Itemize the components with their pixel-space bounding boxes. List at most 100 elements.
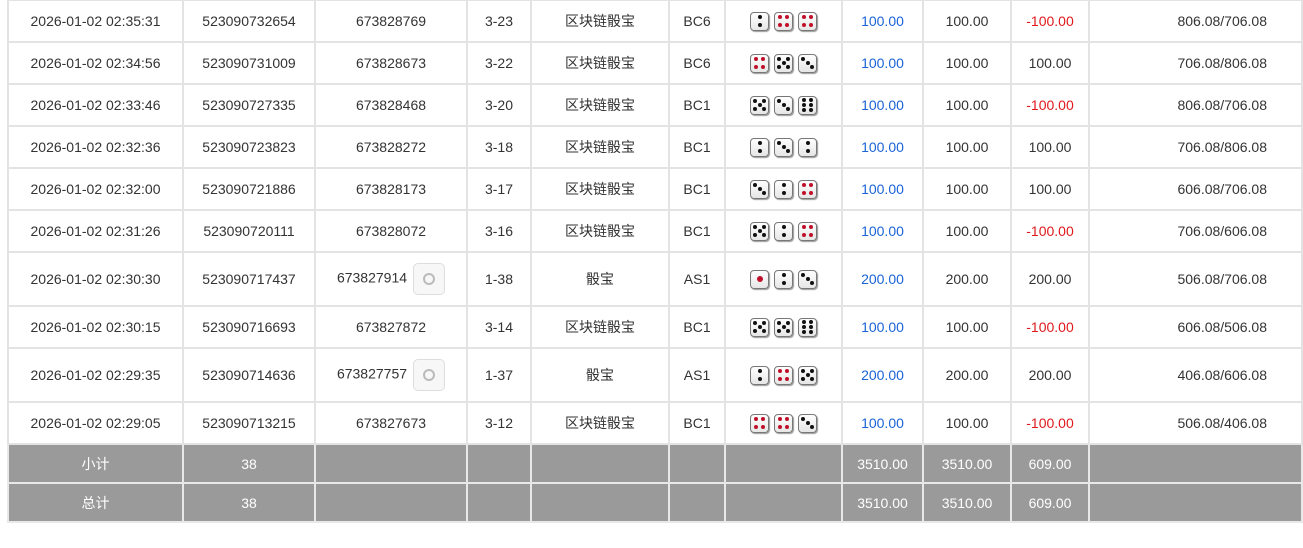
bet-amount[interactable]: 100.00	[841, 83, 924, 127]
bet-records-table: 2026-01-02 02:35:31 523090732654 6738287…	[7, 0, 1303, 523]
die-2-icon	[798, 137, 817, 157]
balance-change: 806.08/706.08	[1088, 83, 1303, 127]
table-number: 3-22	[466, 41, 532, 85]
round-number: 673828072	[355, 223, 427, 239]
round-cell: 673828272	[314, 125, 468, 169]
video-replay-icon[interactable]	[413, 359, 446, 391]
die-4-icon	[798, 179, 817, 199]
order-number: 523090732654	[182, 0, 316, 43]
die-5-icon	[750, 221, 769, 241]
game-name: 区块链骰宝	[530, 167, 670, 211]
die-4-icon	[750, 413, 769, 433]
bet-amount[interactable]: 100.00	[841, 0, 924, 43]
game-name: 区块链骰宝	[530, 41, 670, 85]
table-number: 3-18	[466, 125, 532, 169]
subtotal-bet: 3510.00	[841, 443, 924, 484]
bet-time: 2026-01-02 02:33:46	[7, 83, 184, 127]
subtotal-valid: 3510.00	[922, 443, 1012, 484]
bet-time: 2026-01-02 02:29:35	[7, 347, 184, 403]
dice-result	[750, 137, 817, 157]
table-row: 2026-01-02 02:32:00 523090721886 6738281…	[7, 167, 1303, 211]
valid-amount: 200.00	[922, 251, 1012, 307]
table-code: BC1	[668, 167, 726, 211]
balance-change: 506.08/406.08	[1088, 401, 1303, 445]
bet-amount[interactable]: 100.00	[841, 167, 924, 211]
bet-amount[interactable]: 100.00	[841, 305, 924, 349]
round-number: 673827757	[336, 365, 408, 382]
bet-amount[interactable]: 100.00	[841, 125, 924, 169]
bet-time: 2026-01-02 02:29:05	[7, 401, 184, 445]
balance-change: 706.08/806.08	[1088, 125, 1303, 169]
dice-cell	[724, 209, 843, 253]
bet-amount[interactable]: 100.00	[841, 401, 924, 445]
bet-amount[interactable]: 100.00	[841, 41, 924, 85]
win-loss: -100.00	[1010, 83, 1090, 127]
valid-amount: 100.00	[922, 41, 1012, 85]
game-name: 区块链骰宝	[530, 209, 670, 253]
win-loss: 100.00	[1010, 41, 1090, 85]
total-label: 总计	[7, 482, 184, 523]
valid-amount: 200.00	[922, 347, 1012, 403]
round-number: 673828173	[355, 181, 427, 197]
table-row: 2026-01-02 02:30:30 523090717437 6738279…	[7, 251, 1303, 307]
die-5-icon	[750, 95, 769, 115]
valid-amount: 100.00	[922, 0, 1012, 43]
table-code: BC1	[668, 401, 726, 445]
die-2-icon	[774, 269, 793, 289]
table-row: 2026-01-02 02:33:46 523090727335 6738284…	[7, 83, 1303, 127]
table-row: 2026-01-02 02:31:26 523090720111 6738280…	[7, 209, 1303, 253]
order-number: 523090723823	[182, 125, 316, 169]
round-number: 673828468	[355, 97, 427, 113]
round-number: 673827673	[355, 415, 427, 431]
round-cell: 673828173	[314, 167, 468, 211]
video-replay-icon[interactable]	[413, 263, 446, 295]
dice-result	[750, 269, 817, 289]
bet-amount[interactable]: 100.00	[841, 209, 924, 253]
dice-result	[750, 179, 817, 199]
dice-cell	[724, 305, 843, 349]
order-number: 523090731009	[182, 41, 316, 85]
dice-result	[750, 53, 817, 73]
win-loss: -100.00	[1010, 401, 1090, 445]
dice-result	[750, 413, 817, 433]
round-cell: 673827673	[314, 401, 468, 445]
balance-change: 706.08/606.08	[1088, 209, 1303, 253]
table-number: 3-14	[466, 305, 532, 349]
table-number: 1-37	[466, 347, 532, 403]
bet-time: 2026-01-02 02:32:00	[7, 167, 184, 211]
die-2-icon	[750, 137, 769, 157]
valid-amount: 100.00	[922, 125, 1012, 169]
win-loss: -100.00	[1010, 0, 1090, 43]
order-number: 523090721886	[182, 167, 316, 211]
valid-amount: 100.00	[922, 83, 1012, 127]
die-6-icon	[798, 317, 817, 337]
bet-time: 2026-01-02 02:31:26	[7, 209, 184, 253]
total-row: 总计 38 3510.00 3510.00 609.00	[7, 482, 1303, 523]
balance-change: 606.08/506.08	[1088, 305, 1303, 349]
order-number: 523090714636	[182, 347, 316, 403]
dice-cell	[724, 83, 843, 127]
table-code: BC6	[668, 0, 726, 43]
table-row: 2026-01-02 02:34:56 523090731009 6738286…	[7, 41, 1303, 85]
table-row: 2026-01-02 02:29:05 523090713215 6738276…	[7, 401, 1303, 445]
die-4-icon	[774, 365, 793, 385]
round-number: 673827914	[336, 269, 408, 286]
order-number: 523090716693	[182, 305, 316, 349]
bet-amount[interactable]: 200.00	[841, 347, 924, 403]
table-number: 3-17	[466, 167, 532, 211]
table-row: 2026-01-02 02:35:31 523090732654 6738287…	[7, 0, 1303, 43]
valid-amount: 100.00	[922, 209, 1012, 253]
game-name: 区块链骰宝	[530, 125, 670, 169]
dice-cell	[724, 251, 843, 307]
round-number: 673828769	[355, 13, 427, 29]
valid-amount: 100.00	[922, 305, 1012, 349]
die-3-icon	[750, 179, 769, 199]
win-loss: 100.00	[1010, 125, 1090, 169]
round-cell: 673828468	[314, 83, 468, 127]
balance-change: 506.08/706.08	[1088, 251, 1303, 307]
bet-amount[interactable]: 200.00	[841, 251, 924, 307]
dice-result	[750, 221, 817, 241]
round-number: 673828673	[355, 55, 427, 71]
game-name: 区块链骰宝	[530, 0, 670, 43]
dice-result	[750, 317, 817, 337]
